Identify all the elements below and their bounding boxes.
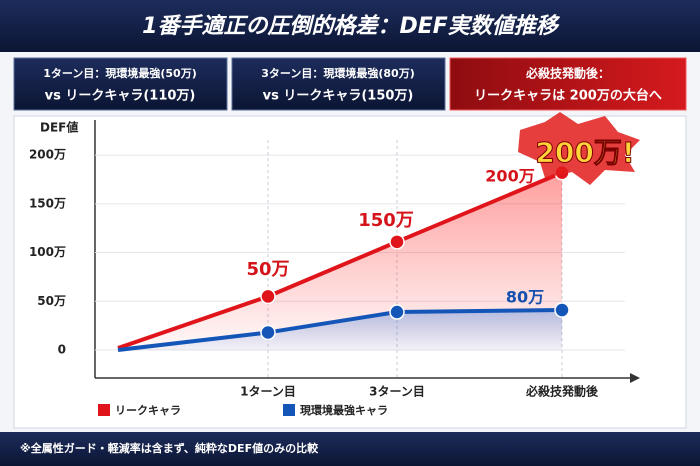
panel-text: 3ターン目：現環境最強(80万) <box>261 66 414 80</box>
y-tick-label: 0 <box>58 343 66 357</box>
annotation: 150万 <box>358 210 414 231</box>
legend-swatch <box>98 404 110 416</box>
y-tick-label: 100万 <box>29 245 66 259</box>
y-tick-label: 50万 <box>37 294 66 308</box>
panel <box>231 57 446 111</box>
annotation: 80万 <box>506 288 544 307</box>
panel-text: リークキャラは 200万の大台へ <box>474 88 662 104</box>
series-line <box>117 308 563 352</box>
y-tick-label: 200万 <box>29 148 66 162</box>
point <box>554 302 570 318</box>
legend-swatch <box>283 404 295 416</box>
annotation: 200万 <box>485 167 534 186</box>
annotation: 200万! <box>535 136 634 169</box>
point <box>260 288 276 305</box>
annotation: 50万 <box>246 259 289 280</box>
panel-text: vs リークキャラ(150万) <box>263 89 414 104</box>
panel-text: 必殺技発動後： <box>525 66 610 81</box>
point <box>260 324 276 341</box>
x-tick-label: 1ターン目 <box>240 385 296 399</box>
x-tick-label: 3ターン目 <box>369 385 425 399</box>
series-line <box>117 170 563 350</box>
x-tick-label: 必殺技発動後 <box>525 384 599 399</box>
footnote: ※全属性ガード・軽減率は含まず、純粋なDEF値のみの比較 <box>20 441 319 455</box>
y-axis-label: DEF値 <box>40 120 78 135</box>
footer-banner <box>0 432 700 466</box>
point <box>389 304 405 320</box>
title: 1番手適正の圧倒的格差：DEF実数値推移 <box>142 13 561 39</box>
legend-label: リークキャラ <box>115 404 181 417</box>
series-area <box>118 310 562 350</box>
title-banner <box>0 0 700 52</box>
y-tick-label: 150万 <box>29 196 66 210</box>
point <box>389 234 405 250</box>
panel <box>13 57 228 111</box>
panel-text: 1ターン目：現環境最強(50万) <box>43 66 196 80</box>
burst <box>518 112 640 185</box>
legend-label: 現環境最強キャラ <box>300 403 388 417</box>
panel <box>449 57 687 111</box>
panel-text: vs リークキャラ(110万) <box>45 89 196 104</box>
axis-arrow <box>630 373 640 383</box>
series-area <box>118 172 562 350</box>
